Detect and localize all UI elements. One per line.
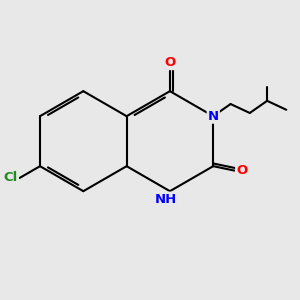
Text: O: O — [164, 56, 175, 69]
Text: NH: NH — [154, 193, 177, 206]
Text: O: O — [236, 164, 248, 177]
Text: Cl: Cl — [4, 171, 18, 184]
Text: N: N — [208, 110, 219, 123]
